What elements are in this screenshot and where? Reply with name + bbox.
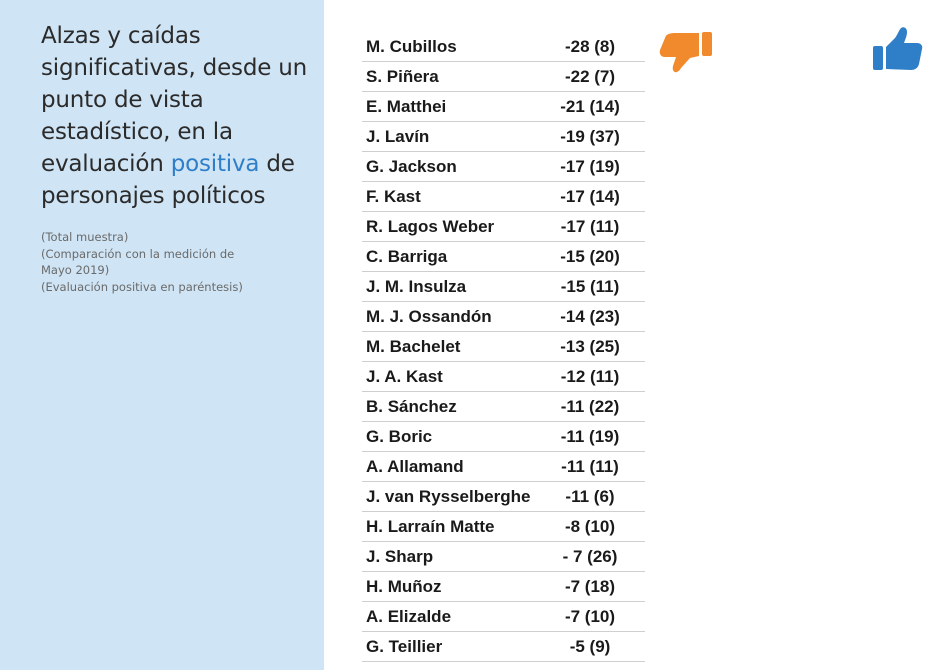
table-row: B. Sánchez -11 (22) [362,392,645,422]
table-row: M. Cubillos -28 (8) [362,32,645,62]
table-row: S. Piñera -22 (7) [362,62,645,92]
title-line: estadístico, en la [41,119,233,145]
score-change: -22 (7) [564,67,616,86]
table-row: G. Boric -11 (19) [362,422,645,452]
note-line: Mayo 2019) [41,263,110,277]
politician-name: G. Boric [366,427,433,446]
table-row: R. Lagos Weber -17 (11) [362,212,645,242]
politician-name: A. Elizalde [366,607,452,626]
politician-name: E. Matthei [366,97,447,116]
politician-name: H. Larraín Matte [366,517,495,536]
score-change: -19 (37) [560,127,620,146]
note-line: (Comparación con la medición de [41,246,235,261]
score-change: -17 (19) [560,157,620,176]
note-line: (Total muestra) [41,230,129,244]
thumbs-up-icon [873,27,923,70]
politician-name: M. Bachelet [366,337,461,356]
politician-name: B. Sánchez [366,397,457,416]
table-row: J. Sharp - 7 (26) [362,542,645,572]
politician-name: G. Jackson [366,157,457,176]
politician-name: C. Barriga [366,247,448,266]
ranking-table: M. Cubillos -28 (8) S. Piñera -22 (7) E. Mat… [362,32,645,662]
sidebar-panel: Alzas y caídas significativas, desde un … [0,0,324,670]
title-line: personajes políticos [41,183,266,209]
score-change: -14 (23) [560,307,620,326]
score-change: -21 (14) [560,97,620,116]
politician-name: J. Sharp [366,547,434,566]
table-row: M. J. Ossandón -14 (23) [362,302,645,332]
table-row: E. Matthei -21 (14) [362,92,645,122]
score-change: -8 (10) [564,517,616,536]
politician-name: J. A. Kast [366,367,443,386]
politician-name: M. J. Ossandón [366,307,492,326]
politician-name: R. Lagos Weber [366,217,495,236]
table-row: F. Kast -17 (14) [362,182,645,212]
title-accent-word: positiva [170,151,260,177]
politician-name: S. Piñera [366,67,439,86]
page-title: Alzas y caídas significativas, desde un … [41,20,316,212]
table-row: J. A. Kast -12 (11) [362,362,645,392]
politician-name: J. Lavín [366,127,430,146]
score-change: -13 (25) [560,337,620,356]
notes: (Total muestra) (Comparación con la medi… [41,229,301,295]
politician-name: J. M. Insulza [366,277,467,296]
title-line: evaluación positiva de [41,148,316,180]
table-row: J. M. Insulza -15 (11) [362,272,645,302]
table-row: A. Elizalde -7 (10) [362,602,645,632]
table-row: G. Teillier -5 (9) [362,632,645,662]
table-row: A. Allamand -11 (11) [362,452,645,482]
score-change: - 7 (26) [562,547,618,566]
table-row: J. van Rysselberghe -11 (6) [362,482,645,512]
politician-name: F. Kast [366,187,421,206]
table-row: H. Muñoz -7 (18) [362,572,645,602]
politician-name: H. Muñoz [366,577,442,596]
score-change: -5 (9) [569,637,611,656]
score-change: -15 (20) [560,247,620,266]
note-line: (Evaluación positiva en paréntesis) [41,279,243,294]
score-change: -11 (19) [560,427,620,446]
score-change: -28 (8) [564,37,616,56]
score-change: -11 (11) [561,457,619,476]
score-change: -15 (11) [560,277,620,296]
title-text: de [259,151,295,177]
score-change: -11 (22) [560,397,620,416]
politician-name: G. Teillier [366,637,443,656]
table-row: M. Bachelet -13 (25) [362,332,645,362]
table-row: G. Jackson -17 (19) [362,152,645,182]
table-row: C. Barriga -15 (20) [362,242,645,272]
score-change: -17 (11) [560,217,620,236]
score-change: -11 (6) [565,487,615,506]
politician-name: M. Cubillos [366,37,457,56]
score-change: -12 (11) [560,367,620,386]
title-line: Alzas y caídas [41,23,201,49]
title-text: evaluación [41,151,171,177]
politician-name: A. Allamand [366,457,464,476]
score-change: -17 (14) [560,187,620,206]
table-row: H. Larraín Matte -8 (10) [362,512,645,542]
politician-name: J. van Rysselberghe [366,487,531,506]
title-line: significativas, desde un [41,55,308,81]
title-line: punto de vista [41,87,204,113]
table-row: J. Lavín -19 (37) [362,122,645,152]
score-change: -7 (18) [564,577,616,596]
thumbs-down-icon [659,32,712,73]
score-change: -7 (10) [564,607,616,626]
